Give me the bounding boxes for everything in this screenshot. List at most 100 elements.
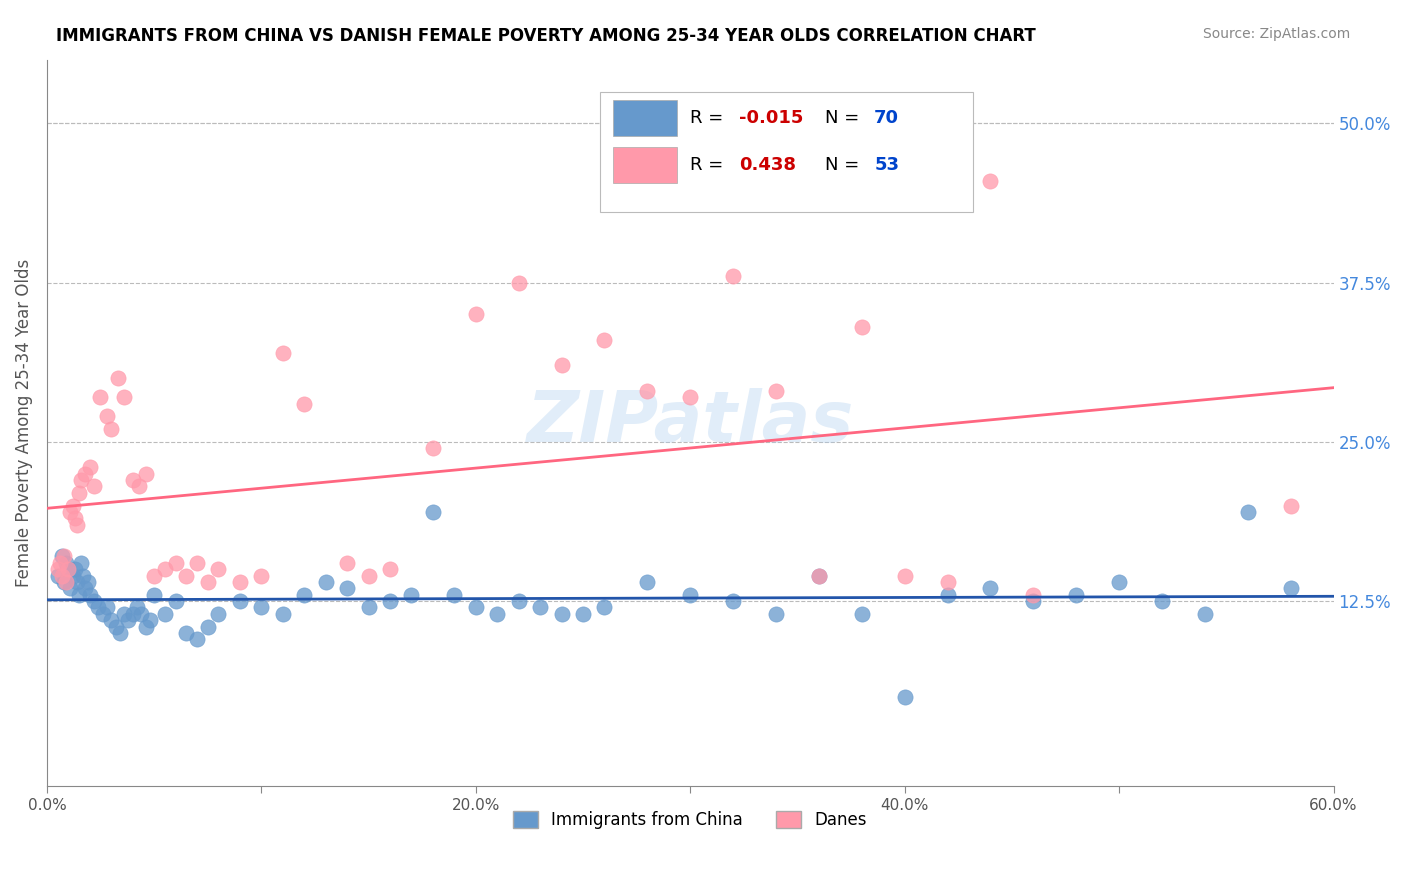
Point: [128, 479, 150, 493]
Point: [125, 600, 148, 615]
Point: [108, 626, 131, 640]
Point: [79, 460, 101, 475]
Point: [117, 613, 139, 627]
Point: [1279, 499, 1302, 513]
Text: N =: N =: [825, 109, 865, 127]
Point: [979, 174, 1001, 188]
Point: [96, 600, 118, 615]
Point: [936, 574, 959, 589]
Point: [765, 384, 787, 398]
Point: [679, 588, 702, 602]
Point: [62, 568, 84, 582]
Point: [271, 345, 294, 359]
Point: [336, 556, 359, 570]
Point: [63, 562, 86, 576]
Point: [186, 632, 208, 647]
Point: [721, 269, 744, 284]
FancyBboxPatch shape: [600, 92, 973, 212]
FancyBboxPatch shape: [613, 100, 678, 136]
Point: [104, 619, 127, 633]
Text: -0.015: -0.015: [740, 109, 803, 127]
Point: [229, 574, 252, 589]
Point: [851, 320, 873, 334]
Point: [979, 582, 1001, 596]
Point: [508, 276, 530, 290]
Point: [51, 549, 73, 564]
Point: [55, 574, 77, 589]
Point: [143, 588, 166, 602]
Point: [893, 690, 915, 704]
Point: [83, 479, 105, 493]
Point: [401, 588, 423, 602]
Point: [292, 588, 315, 602]
Point: [422, 505, 444, 519]
Point: [67, 485, 90, 500]
Point: [66, 574, 89, 589]
Y-axis label: Female Poverty Among 25-34 Year Olds: Female Poverty Among 25-34 Year Olds: [15, 259, 32, 587]
Point: [572, 607, 595, 621]
Point: [1108, 574, 1130, 589]
Point: [464, 307, 486, 321]
Point: [165, 594, 187, 608]
Point: [250, 568, 273, 582]
Point: [121, 473, 143, 487]
FancyBboxPatch shape: [613, 147, 678, 183]
Point: [357, 568, 380, 582]
Point: [63, 511, 86, 525]
Point: [79, 588, 101, 602]
Point: [89, 390, 111, 404]
Point: [153, 562, 176, 576]
Point: [100, 422, 122, 436]
Point: [851, 607, 873, 621]
Point: [58, 562, 80, 576]
Point: [112, 390, 135, 404]
Point: [1022, 588, 1045, 602]
Text: 53: 53: [875, 156, 900, 174]
Point: [529, 600, 551, 615]
Point: [721, 594, 744, 608]
Point: [53, 549, 76, 564]
Point: [1064, 588, 1087, 602]
Point: [378, 594, 401, 608]
Point: [129, 607, 152, 621]
Point: [593, 333, 616, 347]
Point: [807, 568, 830, 582]
Point: [636, 384, 658, 398]
Point: [59, 505, 82, 519]
Point: [55, 556, 77, 570]
Point: [75, 467, 97, 481]
Point: [107, 371, 129, 385]
Point: [100, 613, 122, 627]
Point: [229, 594, 252, 608]
Point: [58, 562, 80, 576]
Point: [112, 607, 135, 621]
Point: [67, 588, 90, 602]
Text: 0.438: 0.438: [740, 156, 796, 174]
Point: [1236, 505, 1258, 519]
Point: [72, 568, 94, 582]
Point: [76, 574, 98, 589]
Point: [46, 568, 69, 582]
Point: [49, 556, 72, 570]
Point: [135, 619, 157, 633]
Text: Source: ZipAtlas.com: Source: ZipAtlas.com: [1202, 27, 1350, 41]
Point: [1279, 582, 1302, 596]
Point: [893, 568, 915, 582]
Point: [70, 556, 93, 570]
Text: R =: R =: [690, 156, 735, 174]
Legend: Immigrants from China, Danes: Immigrants from China, Danes: [506, 804, 875, 836]
Point: [143, 568, 166, 582]
Point: [207, 562, 229, 576]
Point: [250, 600, 273, 615]
Point: [486, 607, 509, 621]
Point: [464, 600, 486, 615]
Text: 70: 70: [875, 109, 900, 127]
Point: [153, 607, 176, 621]
Point: [75, 582, 97, 596]
Text: R =: R =: [690, 109, 730, 127]
Point: [378, 562, 401, 576]
Point: [83, 594, 105, 608]
Point: [197, 619, 219, 633]
Point: [70, 473, 93, 487]
Point: [51, 568, 73, 582]
